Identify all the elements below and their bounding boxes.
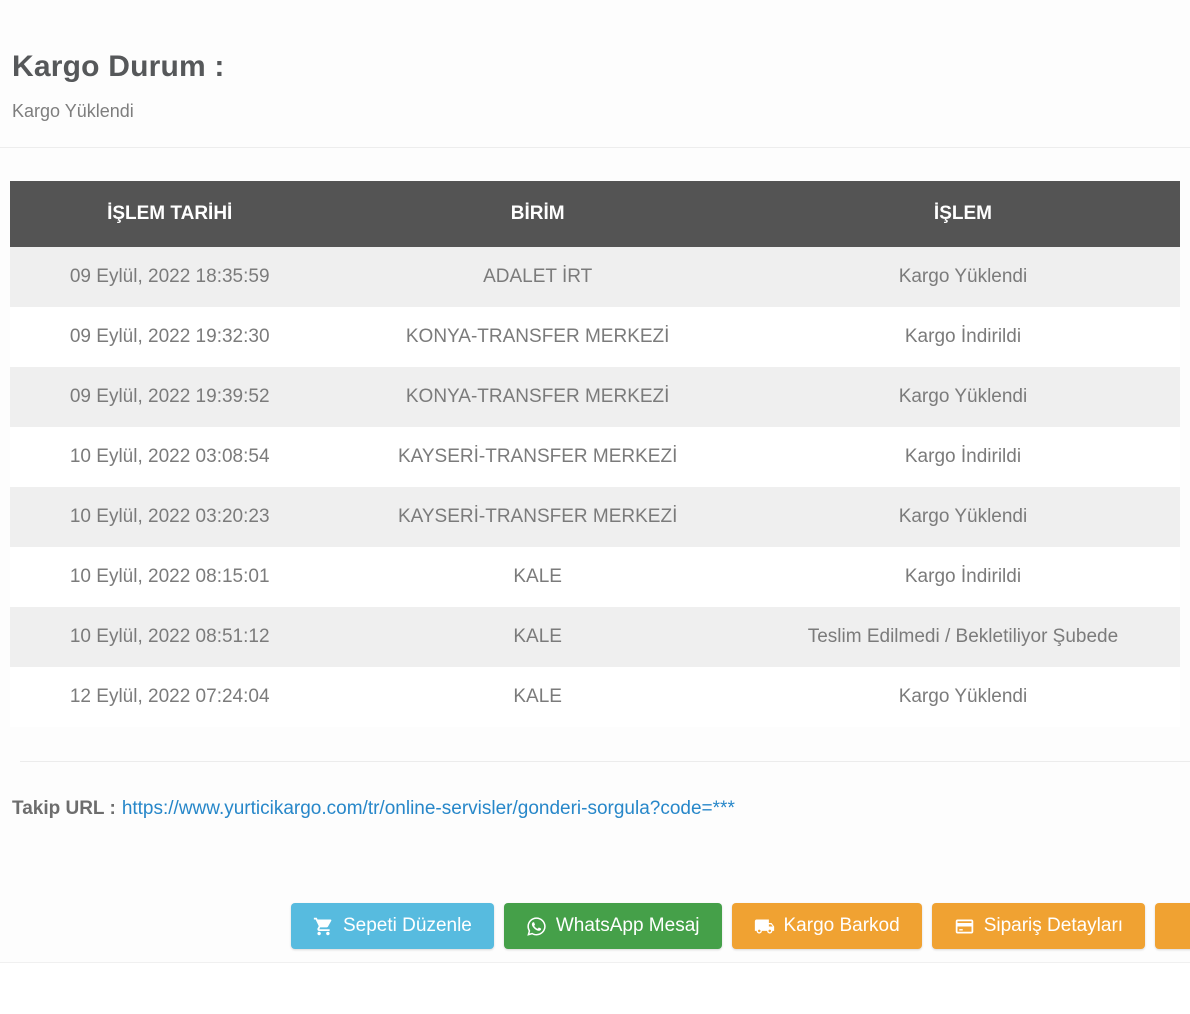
truck-icon [754,916,775,937]
table-row: 10 Eylül, 2022 08:15:01 KALE Kargo İndir… [10,547,1180,607]
cell-date: 09 Eylül, 2022 19:39:52 [69,386,270,407]
cell-operation: Kargo Yüklendi [898,386,1028,407]
cell-operation: Kargo İndirildi [904,326,1022,347]
tracking-url-label: Takip URL : [12,798,116,819]
action-button-row: Sepeti Düzenle WhatsApp Mesaj Kargo Bark… [291,903,1190,949]
cell-date: 10 Eylül, 2022 08:15:01 [69,566,270,587]
tracking-url-line: Takip URL : https://www.yurticikargo.com/… [12,798,1190,820]
whatsapp-message-button[interactable]: WhatsApp Mesaj [503,903,722,949]
button-label: Sipariş Detayları [983,915,1124,936]
cell-unit: KAYSERİ-TRANSFER MERKEZİ [397,446,678,467]
cell-date: 10 Eylül, 2022 03:08:54 [69,446,270,467]
table-row: 10 Eylül, 2022 08:51:12 KALE Teslim Edil… [10,607,1180,667]
cell-operation: Kargo İndirildi [904,566,1022,587]
cell-unit: KALE [513,626,562,647]
cell-operation: Teslim Edilmedi / Bekletiliyor Şubede [807,626,1119,647]
table-header-row: İŞLEM TARİHİ BİRİM İŞLEM [10,181,1180,247]
table-row: 12 Eylül, 2022 07:24:04 KALE Kargo Yükle… [10,667,1180,727]
cell-unit: KONYA-TRANSFER MERKEZİ [405,326,670,347]
cell-operation: Kargo Yüklendi [898,266,1028,287]
clipped-action-button[interactable] [1155,903,1190,949]
order-details-button[interactable]: Sipariş Detayları [931,903,1146,949]
column-header-islem: İŞLEM [745,181,1180,247]
cell-operation: Kargo İndirildi [904,446,1022,467]
cell-date: 10 Eylül, 2022 08:51:12 [69,626,270,647]
table-row: 10 Eylül, 2022 03:20:23 KAYSERİ-TRANSFER… [10,487,1180,547]
tracking-url-link[interactable]: https://www.yurticikargo.com/tr/online-s… [121,798,735,819]
table-row: 09 Eylül, 2022 18:35:59 ADALET İRT Kargo… [10,247,1180,307]
cargo-status-text: Kargo Yüklendi [12,101,134,121]
cell-operation: Kargo Yüklendi [898,686,1028,707]
cell-operation: Kargo Yüklendi [898,506,1028,527]
cell-unit: KAYSERİ-TRANSFER MERKEZİ [397,506,678,527]
column-header-birim: BİRİM [329,181,746,247]
table-row: 10 Eylül, 2022 03:08:54 KAYSERİ-TRANSFER… [10,427,1180,487]
page-title: Kargo Durum : [12,50,225,83]
cell-unit: KONYA-TRANSFER MERKEZİ [405,386,670,407]
top-divider [0,147,1190,148]
tracking-history-table: İŞLEM TARİHİ BİRİM İŞLEM 09 Eylül, 2022 … [10,181,1180,727]
button-label: Sepeti Düzenle [343,915,472,936]
cell-date: 09 Eylül, 2022 19:32:30 [69,326,270,347]
cell-unit: ADALET İRT [483,266,593,287]
cell-date: 12 Eylül, 2022 07:24:04 [69,686,270,707]
edit-cart-button[interactable]: Sepeti Düzenle [291,903,494,949]
table-row: 09 Eylül, 2022 19:32:30 KONYA-TRANSFER M… [10,307,1180,367]
whatsapp-icon [526,916,547,937]
cargo-status-panel: Kargo Durum : Kargo Yüklendi İŞLEM TARİH… [0,50,1190,963]
card-icon [954,916,975,937]
table-row: 09 Eylül, 2022 19:39:52 KONYA-TRANSFER M… [10,367,1180,427]
cell-date: 10 Eylül, 2022 03:20:23 [69,506,270,527]
cargo-barcode-button[interactable]: Kargo Barkod [731,903,922,949]
column-header-islem-tarihi: İŞLEM TARİHİ [10,181,330,247]
button-label: Kargo Barkod [783,915,900,936]
button-label: WhatsApp Mesaj [555,915,700,936]
bottom-divider [20,761,1190,762]
cell-date: 09 Eylül, 2022 18:35:59 [69,266,270,287]
cell-unit: KALE [513,686,562,707]
cell-unit: KALE [513,566,562,587]
cart-icon [313,916,334,937]
